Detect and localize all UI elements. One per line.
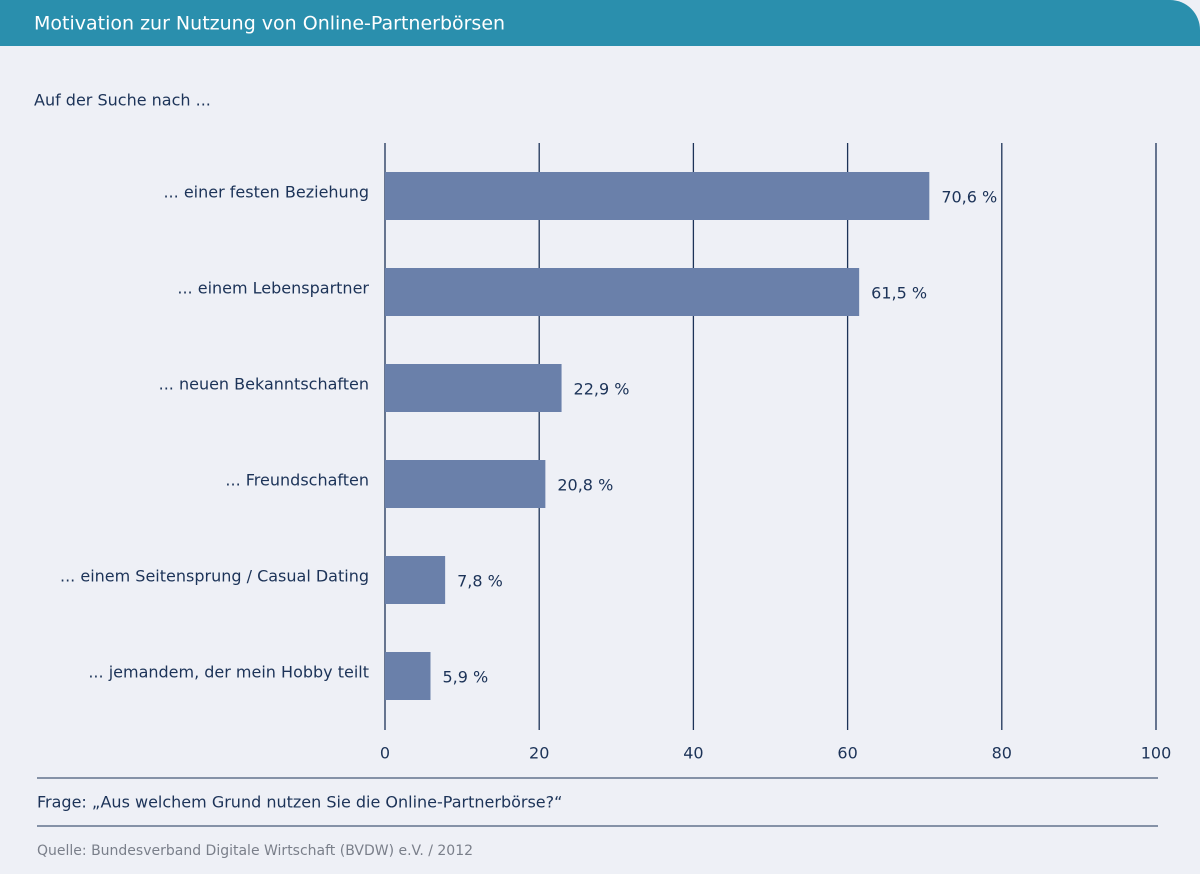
bar [385,364,562,412]
chart-title: Motivation zur Nutzung von Online-Partne… [34,13,505,35]
y-tick-label: ... einer festen Beziehung [163,183,369,202]
subtitle: Auf der Suche nach ... [34,91,211,110]
y-tick-label: ... einem Lebenspartner [177,279,369,298]
x-tick-label: 100 [1141,744,1172,763]
y-tick-label: ... einem Seitensprung / Casual Dating [60,567,369,586]
value-label: 70,6 % [941,188,997,207]
bar [385,172,930,220]
x-tick-label: 40 [683,744,703,763]
value-label: 5,9 % [442,668,488,687]
x-tick-label: 60 [837,744,857,763]
bar [385,460,546,508]
y-tick-label: ... Freundschaften [225,471,369,490]
bar [385,556,446,604]
bar [385,652,431,700]
y-tick-label: ... jemandem, der mein Hobby teilt [88,663,369,682]
value-label: 20,8 % [557,476,613,495]
question: Frage: „Aus welchem Grund nutzen Sie die… [37,793,562,812]
source: Quelle: Bundesverband Digitale Wirtschaf… [37,843,473,859]
bar [385,268,860,316]
x-tick-label: 20 [529,744,549,763]
header-bar [0,0,1200,46]
x-tick-label: 0 [380,744,390,763]
x-tick-label: 80 [992,744,1012,763]
y-tick-label: ... neuen Bekanntschaften [159,375,369,394]
value-label: 7,8 % [457,572,503,591]
value-label: 61,5 % [871,284,927,303]
value-label: 22,9 % [574,380,630,399]
